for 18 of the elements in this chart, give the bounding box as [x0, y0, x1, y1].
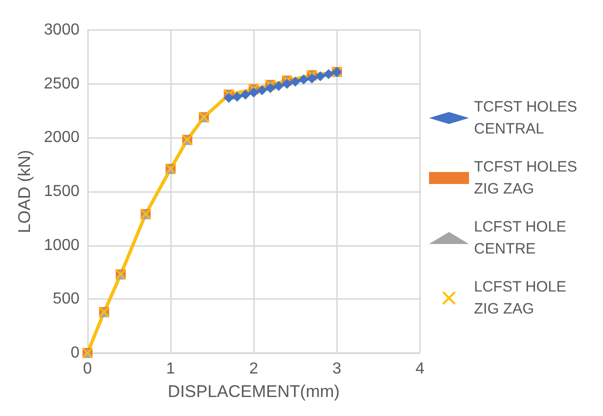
legend-label: LCFST HOLE CENTRE — [474, 218, 570, 258]
x-tick-label: 3 — [332, 360, 342, 378]
y-tick-label: 500 — [52, 290, 80, 308]
y-tick-label: 2500 — [44, 75, 80, 92]
x-tick-label: 4 — [416, 360, 425, 378]
y-tick-label: 1500 — [44, 183, 80, 200]
y-tick-label: 2000 — [44, 129, 80, 146]
legend-label: TCFST HOLES CENTRAL — [474, 98, 582, 138]
legend-label: TCFST HOLES ZIG ZAG — [474, 158, 582, 198]
y-axis-title: LOAD (kN) — [15, 150, 34, 234]
legend-label: LCFST HOLE ZIG ZAG — [474, 278, 570, 318]
x-tick-label: 2 — [249, 360, 258, 378]
y-tick-label: 0 — [70, 344, 80, 362]
x-tick-label: 1 — [166, 360, 176, 378]
x-tick-label: 0 — [83, 360, 92, 378]
x-axis-title: DISPLACEMENT(mm) — [168, 382, 340, 401]
y-tick-label: 3000 — [44, 22, 80, 38]
y-tick-label: 1000 — [44, 236, 80, 254]
